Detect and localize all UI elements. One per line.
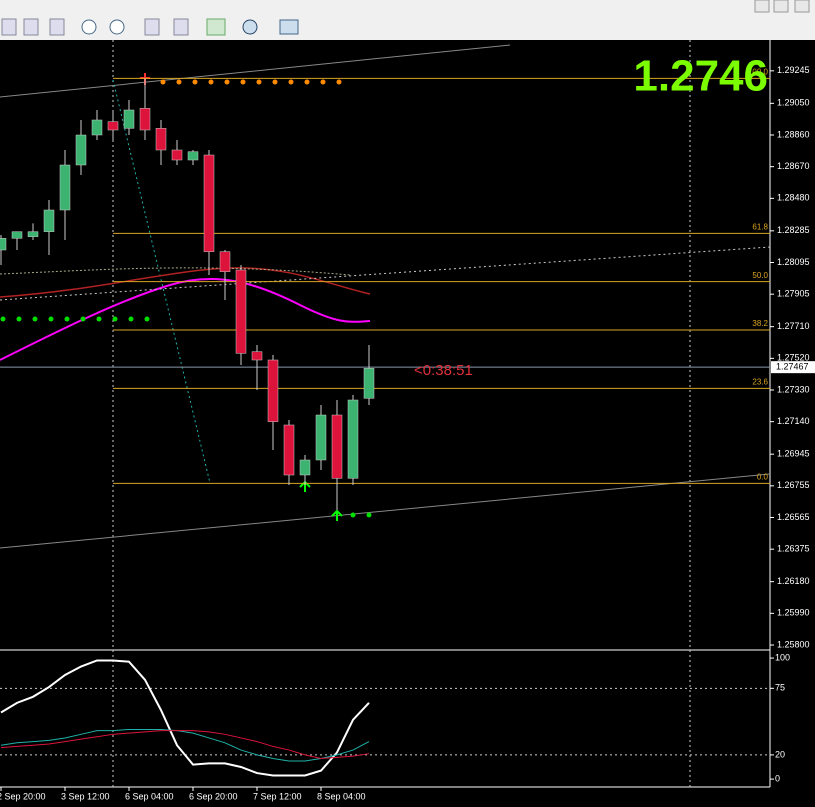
signal-dots (160, 79, 342, 85)
candle-body (43, 209, 55, 232)
candle-body (203, 154, 215, 252)
templates-button[interactable] (279, 19, 299, 35)
x-tick-label: 6 Sep 04:00 (125, 791, 174, 801)
x-tick-label: 7 Sep 12:00 (253, 791, 302, 801)
y-tick-label: 1.29050 (777, 98, 810, 108)
y-tick-label: 1.28670 (777, 161, 810, 171)
zoom-out-button[interactable] (109, 19, 125, 35)
close-button[interactable] (794, 0, 810, 13)
toolbar-buttons[interactable] (1, 0, 810, 36)
y-tick-label: 1.26755 (777, 480, 810, 490)
candle-body (59, 164, 71, 211)
candle-body (123, 109, 135, 129)
candle-body (27, 231, 39, 237)
trend-line (0, 44, 511, 98)
periods-button[interactable] (242, 19, 258, 35)
indicator-line (0, 730, 370, 760)
x-tick-label: 2 Sep 20:00 (0, 791, 46, 801)
moving-average (0, 277, 371, 361)
x-tick-label: 6 Sep 20:00 (189, 791, 238, 801)
candle-body (347, 399, 359, 479)
fibonacci-label: 61.8 (752, 222, 768, 231)
candle-body (235, 269, 247, 354)
tool-button[interactable] (144, 18, 160, 36)
fibonacci-label: 38.2 (752, 319, 768, 328)
y-tick-label: 1.27905 (777, 289, 810, 299)
candle-body (363, 368, 375, 399)
y-tick-label: 1.29245 (777, 65, 810, 75)
tool-button[interactable] (173, 18, 189, 36)
trend-line (0, 246, 771, 301)
y-tick-label: 1.28285 (777, 225, 810, 235)
y-tick-label: 1.26375 (777, 544, 810, 554)
y-tick-label: 1.26945 (777, 449, 810, 459)
candle-body (219, 251, 231, 272)
fibonacci-label: 0.0 (757, 472, 769, 481)
candle-body (155, 128, 167, 151)
indicator-line (0, 659, 370, 777)
chart-area (0, 40, 815, 807)
tool-button[interactable] (23, 18, 39, 36)
y-tick-label: 1.28860 (777, 129, 810, 139)
y-tick-label: 1.26180 (777, 576, 810, 586)
candle-body (139, 108, 151, 131)
candle-body (315, 414, 327, 461)
indicator-tick-label: 20 (775, 749, 785, 759)
current-price-box (771, 361, 815, 374)
candle-body (0, 238, 7, 251)
moving-average (0, 267, 351, 276)
x-tick-label: 8 Sep 04:00 (317, 791, 366, 801)
trend-line (0, 473, 771, 549)
x-tick-label: 3 Sep 12:00 (61, 791, 110, 801)
tool-button[interactable] (49, 18, 65, 36)
candle-body (75, 134, 87, 166)
candle-body (267, 359, 279, 422)
signal-dots (0, 316, 372, 518)
candle-body (299, 459, 311, 476)
indicator-tick-label: 100 (775, 652, 790, 662)
current-price-label: 1.27467 (776, 362, 809, 372)
candle-body (107, 121, 119, 131)
fibonacci-label: 100.0 (748, 67, 769, 76)
price-display: 1.2746 (633, 52, 768, 101)
toolbar (0, 0, 815, 40)
restore-button[interactable] (773, 0, 789, 13)
y-tick-label: 1.25990 (777, 608, 810, 618)
y-tick-label: 1.27330 (777, 384, 810, 394)
candle-body (331, 414, 343, 479)
minimize-button[interactable] (754, 0, 770, 13)
fibonacci-label: 50.0 (752, 271, 768, 280)
indicator-tick-label: 75 (775, 683, 785, 693)
y-tick-label: 1.27140 (777, 416, 810, 426)
fibonacci-label: 23.6 (752, 377, 768, 386)
indicator-line (0, 728, 370, 762)
indicator-tick-label: 0 (775, 773, 780, 783)
y-tick-label: 1.28095 (777, 257, 810, 267)
candle-body (91, 119, 103, 136)
candle-body (11, 231, 23, 239)
y-tick-label: 1.26565 (777, 512, 810, 522)
tool-button[interactable] (1, 18, 17, 36)
y-tick-label: 1.25800 (777, 639, 810, 649)
indicators-button[interactable] (206, 18, 226, 36)
candle-timer: <0:38:51 (414, 362, 473, 379)
y-tick-label: 1.28480 (777, 193, 810, 203)
candle-body (171, 149, 183, 161)
candle-body (251, 351, 263, 361)
trend-line (112, 79, 211, 484)
y-tick-label: 1.27710 (777, 321, 810, 331)
y-tick-label: 1.27520 (777, 353, 810, 363)
candle-body (283, 424, 295, 476)
zoom-in-button[interactable] (81, 19, 97, 35)
signal-arrow (331, 509, 343, 521)
candle-body (187, 151, 199, 161)
